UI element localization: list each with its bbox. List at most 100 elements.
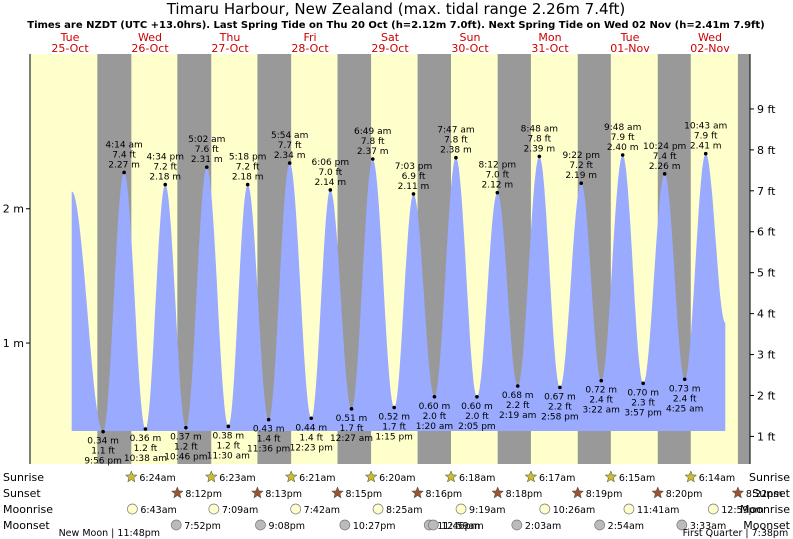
tide-time-label: 7:03 pm bbox=[395, 162, 433, 172]
tide-metres-label: 2.26 m bbox=[649, 162, 681, 172]
tide-time-label: 8:48 am bbox=[521, 124, 558, 134]
tide-point bbox=[266, 417, 271, 422]
tide-point bbox=[245, 182, 250, 187]
sunset-icon bbox=[571, 486, 585, 499]
moonset-time-label: 9:08pm bbox=[268, 521, 305, 532]
tide-point bbox=[226, 424, 231, 429]
left-tick-label: 1 m bbox=[3, 337, 24, 350]
tide-time-label: 1:20 am bbox=[416, 422, 453, 432]
tide-time-label: 9:56 pm bbox=[84, 457, 122, 467]
right-tick-label: 1 ft bbox=[757, 430, 776, 443]
sunrise-icon bbox=[444, 470, 458, 483]
tide-metres-label: 0.67 m bbox=[544, 392, 576, 402]
moonrise-icon bbox=[372, 503, 384, 515]
tide-point bbox=[662, 172, 667, 176]
tide-feet-label: 7.8 ft bbox=[527, 134, 551, 144]
moonset-icon bbox=[170, 519, 182, 531]
tide-metres-label: 2.27 m bbox=[108, 160, 140, 170]
tide-curve bbox=[71, 153, 726, 432]
tide-point bbox=[558, 385, 562, 390]
night-band bbox=[737, 54, 750, 464]
date-label: 25-Oct bbox=[51, 42, 89, 55]
tide-feet-label: 1.7 ft bbox=[340, 424, 364, 434]
tide-feet-label: 2.4 ft bbox=[589, 396, 613, 406]
axes: 1 m 2 m 1 ft 2 ft 3 ft 4 ft 5 ft 6 ft 7 ft 8 ft 9 … bbox=[3, 54, 776, 464]
tide-time-label: 4:34 pm bbox=[146, 153, 184, 163]
tide-metres-label: 2.31 m bbox=[191, 155, 223, 165]
tide-time-label: 3:57 pm bbox=[624, 408, 662, 418]
day-of-week-label: Thu bbox=[219, 31, 241, 44]
tide-feet-label: 1.4 ft bbox=[257, 435, 281, 445]
tide-metres-label: 0.70 m bbox=[627, 388, 659, 398]
tide-metres-label: 2.11 m bbox=[398, 182, 430, 192]
tide-point bbox=[163, 182, 168, 187]
tide-feet-label: 2.3 ft bbox=[631, 398, 655, 408]
tide-metres-label: 0.36 m bbox=[130, 434, 162, 444]
moonset-icon bbox=[676, 519, 688, 531]
moonrise-time-label: 7:42am bbox=[304, 505, 340, 516]
moonset-icon bbox=[339, 519, 351, 531]
tide-time-label: 8:12 pm bbox=[479, 161, 517, 171]
tide-point bbox=[204, 165, 209, 169]
sunset-icon bbox=[170, 486, 184, 499]
right-tick-label: 5 ft bbox=[757, 267, 776, 280]
tide-time-label: 12:23 pm bbox=[290, 443, 333, 453]
tide-feet-label: 7.9 ft bbox=[611, 133, 635, 143]
moonset-icon bbox=[427, 519, 439, 531]
moon-phase-label: First Quarter | 7:38pm bbox=[683, 528, 789, 539]
sunset-icon bbox=[491, 486, 505, 499]
tide-feet-label: 1.2 ft bbox=[174, 443, 198, 453]
moonrise-icon bbox=[290, 503, 302, 515]
moonset-icon bbox=[594, 519, 606, 531]
moonset-time-label: 2:03am bbox=[525, 521, 561, 532]
row-label-right: Sunset bbox=[752, 487, 790, 500]
tide-time-label: 4:25 am bbox=[666, 404, 703, 414]
tide-point bbox=[454, 155, 458, 160]
tide-feet-label: 2.2 ft bbox=[548, 402, 572, 412]
tide-time-label: 10:38 am bbox=[124, 454, 167, 464]
tide-metres-label: 0.44 m bbox=[295, 423, 327, 433]
tide-point bbox=[515, 384, 520, 388]
sunset-time-label: 8:16pm bbox=[426, 489, 463, 500]
tide-metres-label: 0.34 m bbox=[87, 437, 119, 447]
tide-feet-label: 1.1 ft bbox=[91, 447, 115, 457]
tide-metres-label: 0.51 m bbox=[336, 414, 368, 424]
chart-subtitle: Times are NZDT (UTC +13.0hrs). Last Spri… bbox=[27, 20, 765, 31]
tide-feet-label: 1.4 ft bbox=[299, 433, 323, 443]
sunrise-time-label: 6:20am bbox=[379, 473, 415, 484]
tide-feet-label: 7.2 ft bbox=[569, 161, 593, 171]
tide-time-label: 11:36 pm bbox=[247, 445, 290, 455]
tide-feet-label: 7.4 ft bbox=[112, 150, 136, 160]
tide-metres-label: 2.38 m bbox=[440, 146, 472, 156]
sunset-time-label: 8:13pm bbox=[265, 489, 302, 500]
day-of-week-label: Wed bbox=[698, 31, 722, 44]
tide-time-label: 2:58 pm bbox=[541, 412, 579, 422]
tide-time-label: 12:27 am bbox=[330, 434, 373, 444]
tide-metres-label: 0.38 m bbox=[212, 431, 244, 441]
tide-time-label: 11:30 am bbox=[207, 451, 250, 461]
sunrise-time-label: 6:23am bbox=[219, 473, 255, 484]
row-label-left: Moonrise bbox=[3, 503, 53, 516]
date-label: 31-Oct bbox=[531, 42, 569, 55]
tide-feet-label: 2.0 ft bbox=[465, 412, 489, 422]
moonrise-icon bbox=[208, 503, 220, 515]
tide-feet-label: 7.8 ft bbox=[444, 136, 468, 146]
tide-point bbox=[287, 161, 292, 165]
row-label-left: Moonset bbox=[3, 519, 50, 532]
tide-time-label: 6:49 am bbox=[354, 127, 391, 137]
tide-time-label: 10:24 pm bbox=[643, 142, 686, 152]
sunrise-icon bbox=[364, 470, 378, 483]
sunset-time-label: 8:15pm bbox=[346, 489, 383, 500]
row-label-right: Moonset bbox=[743, 519, 790, 532]
tide-metres-label: 0.60 m bbox=[461, 402, 493, 412]
tide-point bbox=[682, 377, 687, 382]
sunset-time-label: 8:19pm bbox=[586, 489, 623, 500]
tide-feet-label: 7.0 ft bbox=[485, 171, 509, 181]
tide-metres-label: 0.43 m bbox=[253, 425, 285, 435]
tide-point bbox=[432, 394, 437, 399]
tide-point bbox=[537, 154, 542, 159]
moonrise-icon bbox=[707, 503, 719, 515]
date-label: 28-Oct bbox=[291, 42, 329, 55]
sunset-time-label: 8:20pm bbox=[666, 489, 703, 500]
